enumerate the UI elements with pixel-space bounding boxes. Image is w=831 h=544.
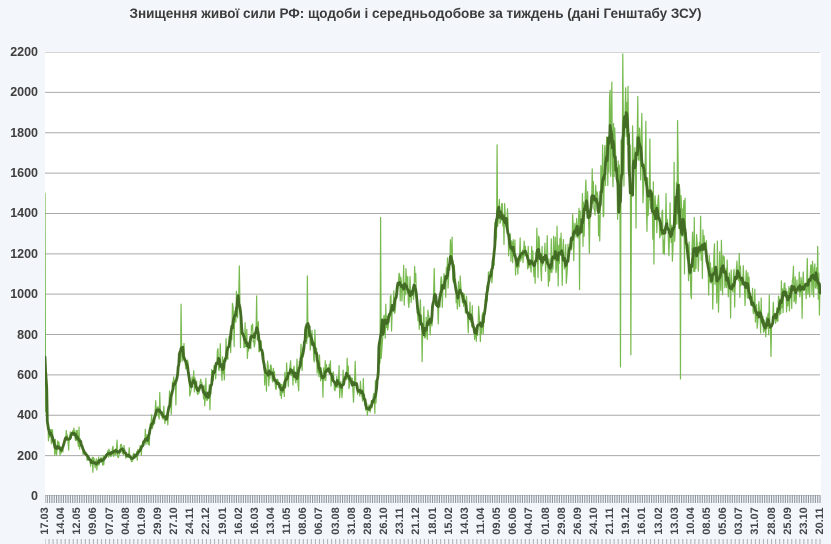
y-tick-label: 800 — [17, 327, 38, 342]
y-tick-label: 400 — [17, 408, 38, 423]
y-tick-label: 1800 — [10, 125, 38, 140]
x-tick-label: 13.03 — [668, 507, 681, 535]
x-tick-label: 31.07 — [749, 507, 762, 535]
y-tick-label: 200 — [17, 448, 38, 463]
x-tick-label: 26.09 — [571, 507, 584, 535]
x-tick-label: 23.10 — [797, 507, 810, 535]
x-tick-label: 17.03 — [39, 507, 51, 535]
x-tick-label: 22.12 — [200, 507, 213, 535]
x-tick-label: 09.06 — [87, 507, 100, 535]
x-tick-label: 19.01 — [216, 507, 229, 535]
x-axis-tick-comb — [45, 495, 821, 503]
x-tick-label: 26.10 — [378, 507, 391, 535]
x-tick-label: 14.04 — [55, 507, 68, 535]
y-tick-label: 2200 — [10, 45, 38, 59]
y-tick-label: 1200 — [10, 246, 38, 261]
y-tick-label: 600 — [17, 367, 38, 382]
x-tick-label: 31.08 — [345, 507, 358, 535]
x-tick-label: 10.04 — [684, 507, 697, 535]
x-tick-label: 13.02 — [652, 507, 665, 535]
x-tick-label: 09.05 — [491, 507, 504, 535]
y-tick-label: 1600 — [10, 166, 38, 181]
x-tick-label: 12.05 — [71, 507, 84, 535]
x-tick-label: 19.12 — [620, 507, 633, 535]
x-tick-label: 23.11 — [394, 507, 407, 535]
plot-area — [45, 52, 821, 496]
x-tick-label: 27.10 — [168, 507, 181, 535]
x-tick-label: 04.08 — [119, 507, 132, 535]
x-tick-label: 11.05 — [281, 507, 294, 535]
y-tick-label: 0 — [31, 489, 38, 503]
chart-svg — [45, 52, 821, 496]
daily-series-line — [45, 53, 821, 473]
x-tick-label: 16.03 — [248, 507, 261, 535]
x-tick-label: 08.05 — [700, 507, 713, 535]
x-tick-label: 18.01 — [426, 507, 439, 535]
x-tick-label: 16.02 — [232, 507, 245, 535]
x-tick-label: 20.11 — [814, 507, 826, 535]
x-tick-label: 21.12 — [410, 507, 423, 535]
y-tick-label: 1000 — [10, 287, 38, 302]
x-tick-label: 13.04 — [265, 507, 278, 535]
x-tick-label: 25.09 — [781, 507, 794, 535]
weekly-average-line — [45, 111, 821, 466]
x-tick-label: 28.09 — [361, 507, 374, 535]
x-tick-label: 29.08 — [555, 507, 568, 535]
x-tick-label: 03.07 — [733, 507, 746, 535]
x-tick-label: 04.07 — [523, 507, 536, 535]
x-tick-label: 06.07 — [313, 507, 326, 535]
x-tick-label: 24.11 — [184, 507, 197, 535]
x-tick-label: 28.08 — [765, 507, 778, 535]
x-tick-label: 11.04 — [474, 507, 487, 535]
x-tick-label: 24.10 — [587, 507, 600, 535]
x-tick-label: 08.06 — [297, 507, 310, 535]
x-tick-label: 14.03 — [458, 507, 471, 535]
x-tick-label: 05.06 — [717, 507, 730, 535]
x-tick-label: 03.08 — [329, 507, 342, 535]
x-tick-label: 16.01 — [636, 507, 649, 535]
x-tick-label: 06.06 — [507, 507, 520, 535]
x-tick-label: 01.08 — [539, 507, 552, 535]
x-tick-label: 21.11 — [604, 507, 617, 535]
x-tick-label: 29.09 — [152, 507, 165, 535]
x-tick-label: 01.09 — [135, 507, 148, 535]
x-tick-label: 15.02 — [442, 507, 455, 535]
y-tick-label: 2000 — [10, 85, 38, 100]
bottom-edge-tick-comb — [45, 539, 821, 544]
chart-title: Знищення живої сили РФ: щодоби і середнь… — [129, 6, 702, 21]
y-tick-label: 1400 — [10, 206, 38, 221]
x-tick-label: 07.07 — [103, 507, 116, 535]
